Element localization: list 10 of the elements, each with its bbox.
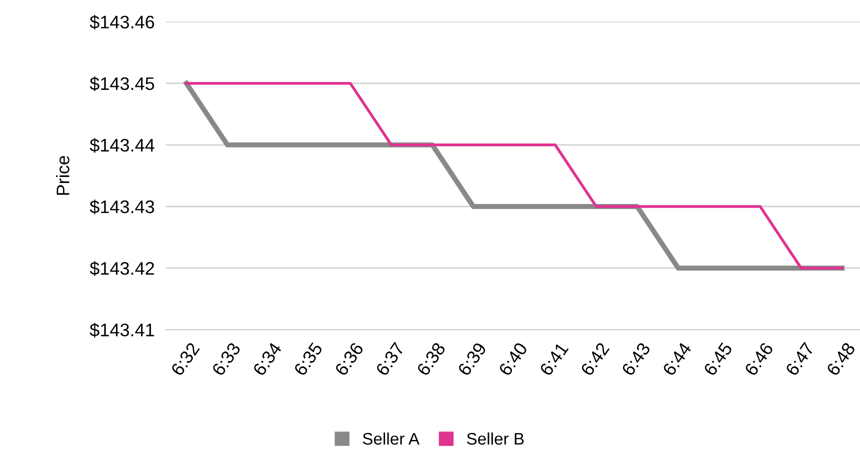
legend-label: Seller A [362, 432, 420, 445]
y-tick-label: $143.43 [90, 200, 154, 214]
y-tick-label: $143.44 [90, 138, 154, 153]
y-tick-label: $143.45 [90, 76, 154, 92]
y-tick-label: $143.46 [90, 14, 154, 30]
y-tick-label: $143.41 [90, 322, 154, 338]
y-axis-title: Price [56, 156, 70, 195]
x-tick-label: 6:41 [539, 342, 569, 376]
legend-label: Seller B [466, 432, 524, 445]
y-tick-label: $143.42 [90, 261, 154, 276]
